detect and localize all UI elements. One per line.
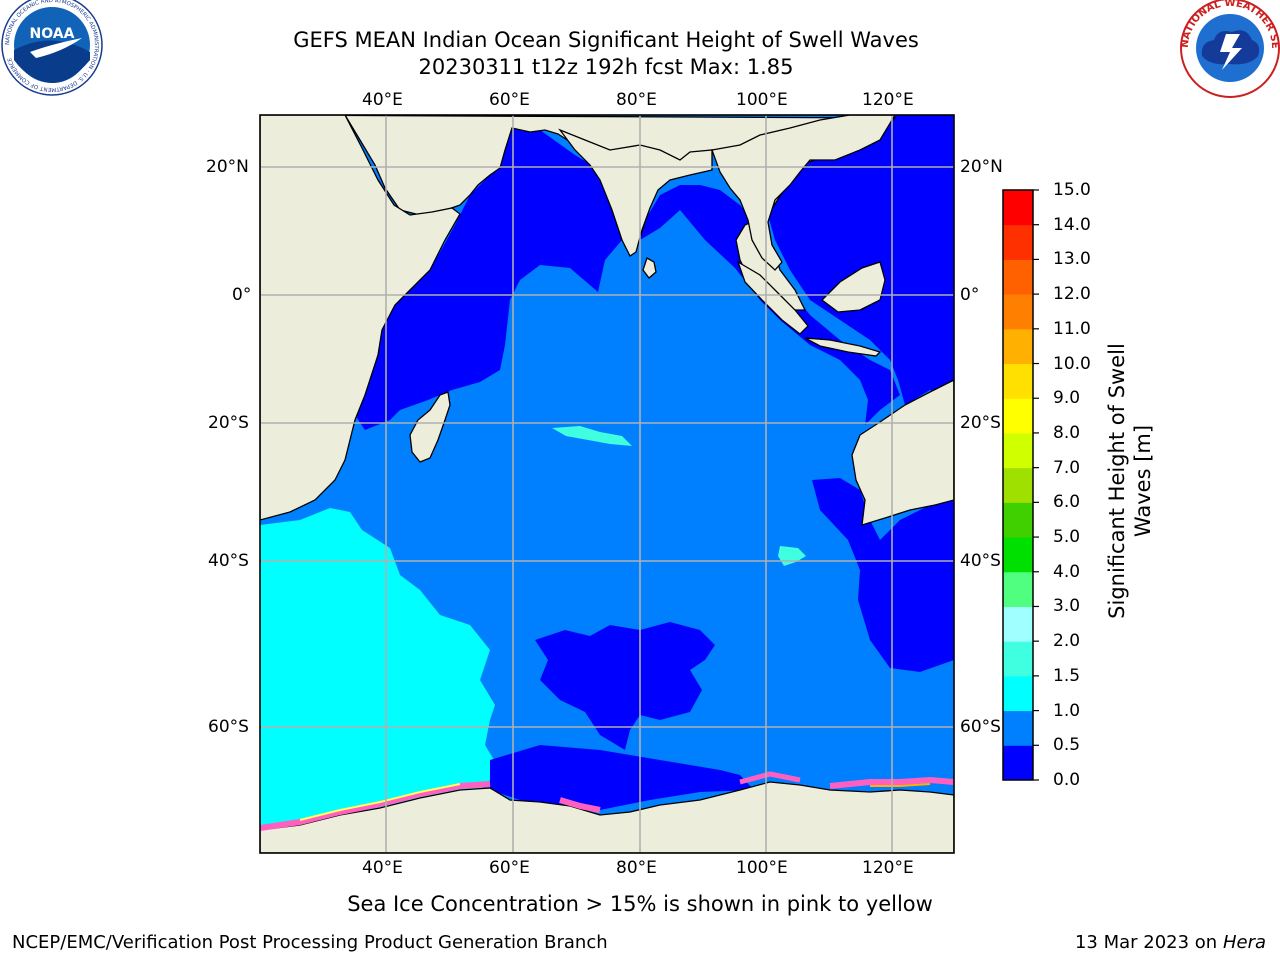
colorbar-bin <box>1003 467 1033 503</box>
lat-label-left: 0° <box>232 285 252 305</box>
footer-date-text: 13 Mar 2023 on <box>1074 932 1218 953</box>
land-sri-lanka <box>642 257 657 279</box>
colorbar-tick-label: 0.0 <box>1053 770 1081 790</box>
colorbar-tick-label: 8.0 <box>1053 422 1081 443</box>
lat-label-left: 60°S <box>208 717 249 737</box>
colorbar-bin <box>1003 398 1033 434</box>
sea-ice-band <box>260 781 491 831</box>
colorbar-tick-label: 6.0 <box>1053 492 1081 513</box>
colorbar-bin <box>1003 571 1033 607</box>
colorbar-tick-label: 1.0 <box>1053 700 1081 721</box>
colorbar-title-line1: Significant Height of Swell <box>1105 343 1129 619</box>
land-sumatra <box>736 260 809 335</box>
lon-label-bottom: 120°E <box>862 858 914 878</box>
lon-label-top: 80°E <box>616 90 657 110</box>
colorbar-bin <box>1003 606 1033 642</box>
colorbar-tick-label: 10.0 <box>1053 353 1091 374</box>
lat-label-right: 40°S <box>960 551 1001 571</box>
colorbar-bin <box>1003 710 1033 746</box>
ocean-dark-field <box>812 478 954 672</box>
land-india <box>558 128 713 257</box>
colorbar-bin <box>1003 675 1033 712</box>
colorbar-bin <box>1003 502 1033 538</box>
colorbar-tick-label: 3.0 <box>1053 596 1081 617</box>
lon-label-top: 100°E <box>736 90 788 110</box>
ocean-dark-field <box>355 128 622 430</box>
colorbar-tick-label: 15.0 <box>1053 180 1091 200</box>
nws-logo: NATIONAL WEATHER SERVICE <box>0 0 1280 98</box>
land-africa-mainland <box>260 115 461 521</box>
colorbar-bin <box>1003 363 1033 399</box>
map-area <box>260 115 954 853</box>
land-se-asia <box>711 115 896 271</box>
colorbar-bin <box>1003 190 1033 226</box>
sea-ice-band <box>559 797 601 813</box>
lat-label-left: 20°S <box>208 413 249 433</box>
footer-credit: NCEP/EMC/Verification Post Processing Pr… <box>12 932 608 953</box>
lat-label-right: 60°S <box>960 717 1001 737</box>
ocean-dark-field <box>768 115 954 405</box>
nws-ring-text: NATIONAL WEATHER SERVICE <box>0 0 1280 49</box>
colorbar-bin <box>1003 537 1033 573</box>
footer-host: Hera <box>1222 932 1266 953</box>
colorbar-bin <box>1003 641 1033 677</box>
lat-label-right: 20°S <box>960 413 1001 433</box>
colorbar-bin <box>1003 328 1033 365</box>
lon-label-top: 40°E <box>362 90 403 110</box>
colorbar-tick-label: 13.0 <box>1053 249 1091 270</box>
map-subtitle: 20230311 t12z 192h fcst Max: 1.85 <box>418 55 794 79</box>
land-madagascar <box>409 391 451 463</box>
colorbar-tick-label: 14.0 <box>1053 214 1091 235</box>
sea-ice-band <box>739 771 801 785</box>
lat-label-left: 40°S <box>208 551 249 571</box>
lon-label-top: 120°E <box>862 90 914 110</box>
ocean-light-field <box>260 508 500 830</box>
colorbar-tick-label: 0.5 <box>1053 735 1081 756</box>
land-australia <box>851 379 954 526</box>
lat-label-left: 20°N <box>206 157 249 177</box>
sea-ice-band <box>829 776 954 789</box>
footer-date: 13 Mar 2023 on Hera <box>1075 932 1266 954</box>
colorbar-tick-label: 9.0 <box>1053 388 1081 409</box>
svg-text:NATIONAL WEATHER SERVICE: NATIONAL WEATHER SERVICE <box>0 0 1280 49</box>
colorbar-tick-label: 7.0 <box>1053 457 1081 478</box>
lat-label-right: 20°N <box>960 157 1003 177</box>
colorbar <box>1002 189 1039 781</box>
ocean-light-patch <box>552 426 632 446</box>
sea-ice-band <box>299 783 461 821</box>
lat-label-right: 0° <box>960 285 980 305</box>
noaa-logo-text: NOAA <box>30 26 75 42</box>
ocean-dark-field <box>490 745 754 810</box>
noaa-logo: NOAA NATIONAL OCEANIC AND ATMOSPHERIC AD… <box>1 0 103 96</box>
colorbar-tick-label: 5.0 <box>1053 527 1081 548</box>
colorbar-tick-label: 12.0 <box>1053 284 1091 305</box>
colorbar-bin <box>1003 224 1033 260</box>
graticule <box>260 115 954 853</box>
lon-label-bottom: 80°E <box>616 858 657 878</box>
lon-label-top: 60°E <box>489 90 530 110</box>
colorbar-bin <box>1003 432 1033 469</box>
land-java <box>804 337 882 357</box>
colorbar-title-line2: Waves [m] <box>1131 424 1155 538</box>
sea-ice-band <box>870 783 931 787</box>
lon-label-bottom: 60°E <box>489 858 530 878</box>
colorbar-tick-label: 11.0 <box>1053 318 1091 339</box>
land-borneo <box>821 261 886 313</box>
colorbar-tick-label: 1.5 <box>1053 665 1081 686</box>
lon-label-bottom: 40°E <box>362 858 403 878</box>
map-title: GEFS MEAN Indian Ocean Significant Heigh… <box>293 28 919 52</box>
colorbar-tick-label: 4.0 <box>1053 561 1081 582</box>
colorbar-tick-label: 2.0 <box>1053 631 1081 652</box>
sea-ice-note: Sea Ice Concentration > 15% is shown in … <box>347 892 933 916</box>
colorbar-bin <box>1003 259 1033 295</box>
ocean-dark-field <box>535 622 715 750</box>
map-frame <box>259 114 955 854</box>
colorbar-frame <box>1002 189 1034 781</box>
colorbar-bin <box>1003 294 1033 330</box>
land-antarctica <box>260 781 954 853</box>
colorbar-bin <box>1003 745 1033 781</box>
lon-label-bottom: 100°E <box>736 858 788 878</box>
